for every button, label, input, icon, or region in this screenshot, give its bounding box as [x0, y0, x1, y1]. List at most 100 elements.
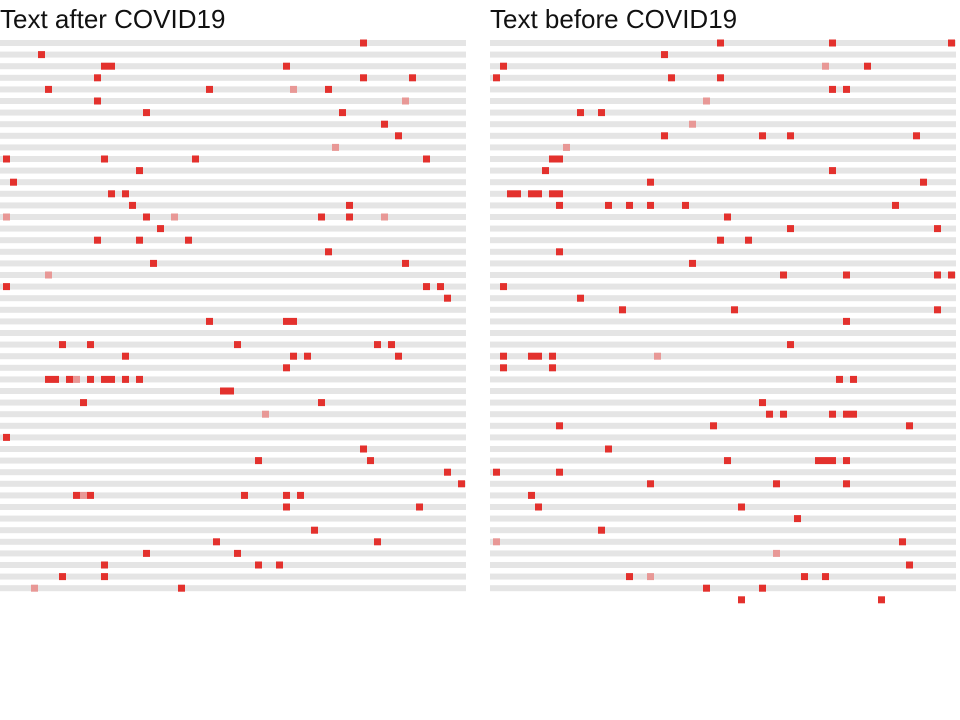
heatmap-cell: [661, 132, 668, 140]
row-track: [0, 40, 466, 46]
row-track: [0, 318, 466, 325]
heatmap-cell: [500, 283, 507, 291]
row-track: [0, 179, 466, 186]
row-track: [0, 272, 466, 278]
heatmap-cell: [717, 236, 724, 244]
heatmap-cell: [346, 201, 353, 209]
row-track: [490, 353, 956, 360]
heatmap-cell: [829, 410, 836, 418]
heatmap-cell: [59, 573, 66, 581]
heatmap-cell: [717, 74, 724, 82]
heatmap-cell: [934, 271, 941, 279]
heatmap-cell: [318, 399, 325, 407]
row-track: [490, 86, 956, 93]
row-track: [490, 411, 956, 418]
heatmap-cell: [395, 132, 402, 140]
chart-title-before: Text before COVID19: [490, 4, 738, 34]
heatmap-cell: [283, 364, 290, 372]
heatmap-cell: [101, 375, 108, 383]
row-track: [490, 214, 956, 220]
heatmap-cell: [913, 132, 920, 140]
heatmap-cell: [563, 143, 570, 151]
row-track: [0, 283, 466, 290]
heatmap-cell: [892, 201, 899, 209]
row-track: [0, 306, 466, 313]
row-track: [0, 295, 466, 302]
row-track: [0, 480, 466, 487]
heatmap-cell: [703, 584, 710, 592]
heatmap-cell: [108, 375, 115, 383]
heatmap-cell: [843, 410, 850, 418]
heatmap-cell: [409, 74, 416, 82]
heatmap-cell: [87, 375, 94, 383]
row-track: [490, 98, 956, 104]
row-track: [490, 446, 956, 452]
chart-panel-after: Text after COVID19: [0, 0, 466, 720]
row-track: [0, 98, 466, 104]
heatmap-cell: [577, 109, 584, 117]
heatmap-cell: [31, 584, 38, 592]
heatmap-cell: [437, 283, 444, 291]
heatmap-cell: [626, 201, 633, 209]
heatmap-cell: [731, 306, 738, 314]
heatmap-cell: [45, 375, 52, 383]
heatmap-cell: [647, 178, 654, 186]
heatmap-cell: [535, 190, 542, 198]
heatmap-cell: [101, 62, 108, 70]
heatmap-cell: [374, 538, 381, 546]
heatmap-cell: [948, 39, 955, 47]
heatmap-cell: [528, 352, 535, 360]
heatmap-cell: [843, 480, 850, 488]
heatmap-cell: [290, 85, 297, 93]
row-track: [490, 457, 956, 464]
heatmap-cell: [780, 410, 787, 418]
row-track: [0, 550, 466, 557]
heatmap-cell: [829, 39, 836, 47]
heatmap-cell: [381, 120, 388, 128]
heatmap-cell: [3, 283, 10, 291]
heatmap-cell: [829, 457, 836, 465]
heatmap-cell: [738, 596, 745, 604]
row-track: [490, 330, 956, 336]
heatmap-cell: [206, 85, 213, 93]
heatmap-cell: [535, 352, 542, 360]
heatmap-cell: [647, 573, 654, 581]
heatmap-cell: [129, 201, 136, 209]
row-track: [0, 364, 466, 371]
heatmap-cell: [766, 410, 773, 418]
heatmap-cell: [759, 132, 766, 140]
row-track: [0, 457, 466, 464]
row-track: [0, 422, 466, 429]
heatmap-cell: [773, 480, 780, 488]
heatmap-cell: [836, 375, 843, 383]
heatmap-cell: [297, 491, 304, 499]
heatmap-cell: [136, 375, 143, 383]
heatmap-cell: [388, 341, 395, 349]
heatmap-cell: [689, 120, 696, 128]
row-track: [490, 225, 956, 232]
heatmap-cell: [227, 387, 234, 395]
row-track: [490, 515, 956, 522]
row-track: [490, 341, 956, 348]
heatmap-cell: [703, 97, 710, 105]
heatmap-cell: [738, 503, 745, 511]
heatmap-cell: [122, 352, 129, 360]
heatmap-cell: [619, 306, 626, 314]
heatmap-cell: [493, 538, 500, 546]
row-track: [490, 434, 956, 441]
row-track: [0, 51, 466, 58]
row-track: [490, 144, 956, 151]
heatmap-cell: [45, 271, 52, 279]
heatmap-cell: [94, 74, 101, 82]
row-track: [0, 469, 466, 476]
row-track: [0, 353, 466, 360]
heatmap-cell: [3, 433, 10, 441]
heatmap-cell: [94, 236, 101, 244]
row-track: [490, 399, 956, 406]
row-track: [490, 272, 956, 278]
row-track: [0, 538, 466, 545]
heatmap-cell: [402, 259, 409, 267]
heatmap-cell: [255, 457, 262, 465]
heatmap-cell: [360, 74, 367, 82]
heatmap-cell: [682, 201, 689, 209]
